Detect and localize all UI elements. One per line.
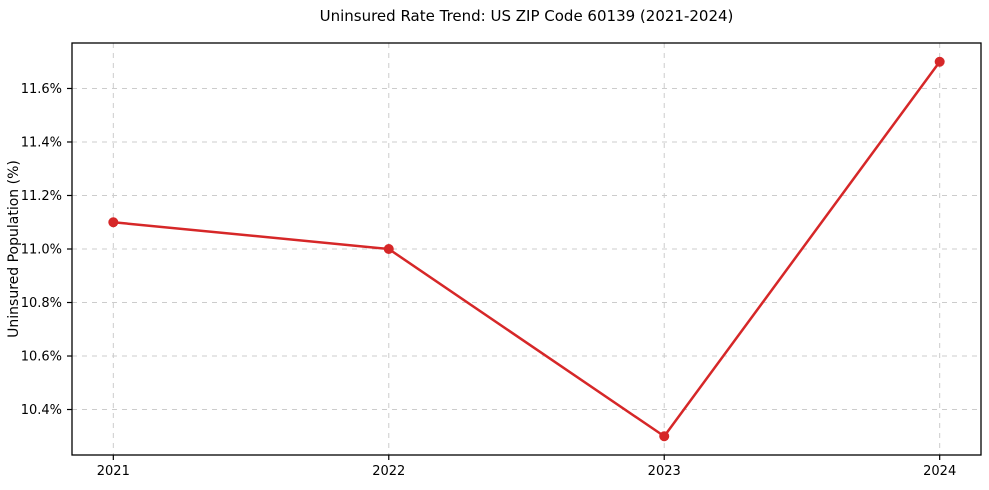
- data-point-marker: [108, 217, 119, 228]
- trend-line: [112, 60, 941, 438]
- y-tick-label: 10.8%: [21, 296, 62, 311]
- x-tick-label: 2022: [372, 464, 405, 479]
- data-point-marker: [934, 56, 945, 67]
- x-tick-label: 2024: [923, 464, 956, 479]
- y-tick-label: 11.0%: [21, 243, 62, 258]
- y-tick-label: 10.6%: [21, 350, 62, 365]
- y-tick-label: 10.4%: [21, 403, 62, 418]
- x-tick-label: 2021: [97, 464, 130, 479]
- y-tick-label: 11.2%: [21, 189, 62, 204]
- data-point-marker: [659, 431, 670, 442]
- plot-spines: [71, 42, 982, 456]
- x-tick-label: 2023: [648, 464, 681, 479]
- data-point-marker: [383, 244, 394, 254]
- y-tick-label: 11.6%: [21, 82, 62, 97]
- y-tick-label: 11.4%: [21, 135, 62, 150]
- chart-title: Uninsured Rate Trend: US ZIP Code 60139 …: [319, 7, 734, 25]
